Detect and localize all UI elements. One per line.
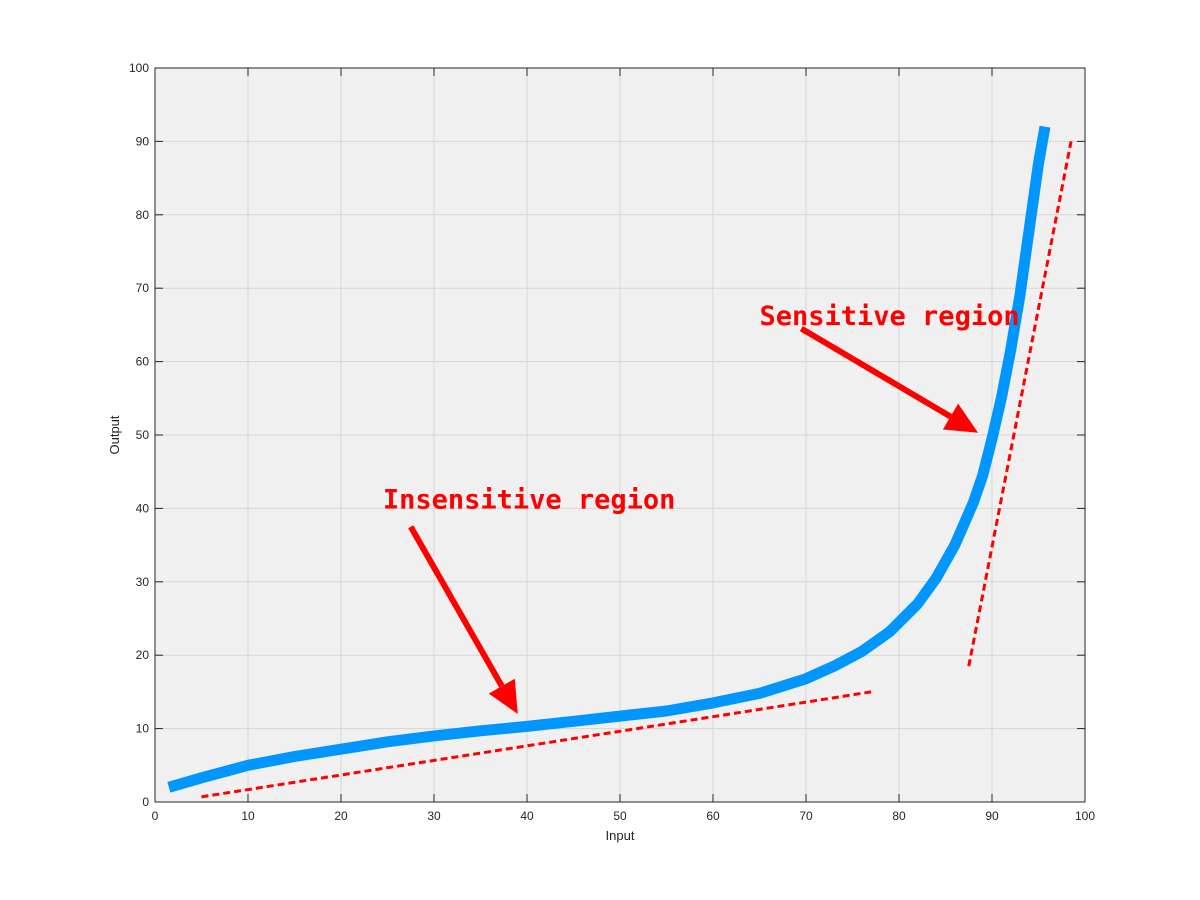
x-tick-label: 70 — [799, 809, 813, 823]
y-tick-label: 90 — [136, 134, 150, 148]
annotations: Sensitive region Insensitive region — [383, 301, 1020, 714]
x-tick-label: 10 — [241, 809, 255, 823]
y-tick-label: 10 — [136, 722, 150, 736]
x-tick-label: 90 — [985, 809, 999, 823]
y-tick-label: 40 — [136, 501, 150, 515]
annotation-label: Insensitive region — [383, 484, 676, 515]
y-tick-label: 0 — [142, 795, 149, 809]
y-axis-label: Output — [107, 415, 122, 454]
x-tick-label: 30 — [427, 809, 441, 823]
x-tick-label: 60 — [706, 809, 720, 823]
annotation-label: Sensitive region — [760, 301, 1020, 332]
x-tick-label: 20 — [334, 809, 348, 823]
y-axis-ticks: 0 10 20 30 40 50 60 70 80 90 100 — [129, 61, 1085, 809]
y-tick-label: 50 — [136, 428, 150, 442]
annotation-arrow-head — [488, 678, 518, 714]
reference-dashed-line — [967, 141, 1073, 667]
y-tick-label: 80 — [136, 208, 150, 222]
x-tick-label: 80 — [892, 809, 906, 823]
y-tick-label: 70 — [136, 281, 150, 295]
x-tick-label: 100 — [1075, 809, 1095, 823]
y-tick-label: 60 — [136, 355, 150, 369]
series-layer — [167, 125, 1051, 793]
x-axis-ticks: 0 10 20 30 40 50 60 70 80 90 100 — [152, 68, 1095, 823]
annotation-arrow-shaft — [799, 325, 953, 420]
annotation-arrow-shaft — [408, 525, 505, 688]
x-tick-label: 50 — [613, 809, 627, 823]
reference-dashed-line — [201, 690, 872, 799]
x-tick-label: 40 — [520, 809, 534, 823]
annotation-arrow-head — [942, 403, 979, 433]
x-axis-label: Input — [606, 828, 635, 843]
x-tick-label: 0 — [152, 809, 159, 823]
series-line — [167, 125, 1051, 793]
y-tick-label: 100 — [129, 61, 149, 75]
y-tick-label: 30 — [136, 575, 150, 589]
grid — [155, 68, 1085, 802]
y-tick-label: 20 — [136, 648, 150, 662]
reference-lines — [201, 141, 1073, 799]
